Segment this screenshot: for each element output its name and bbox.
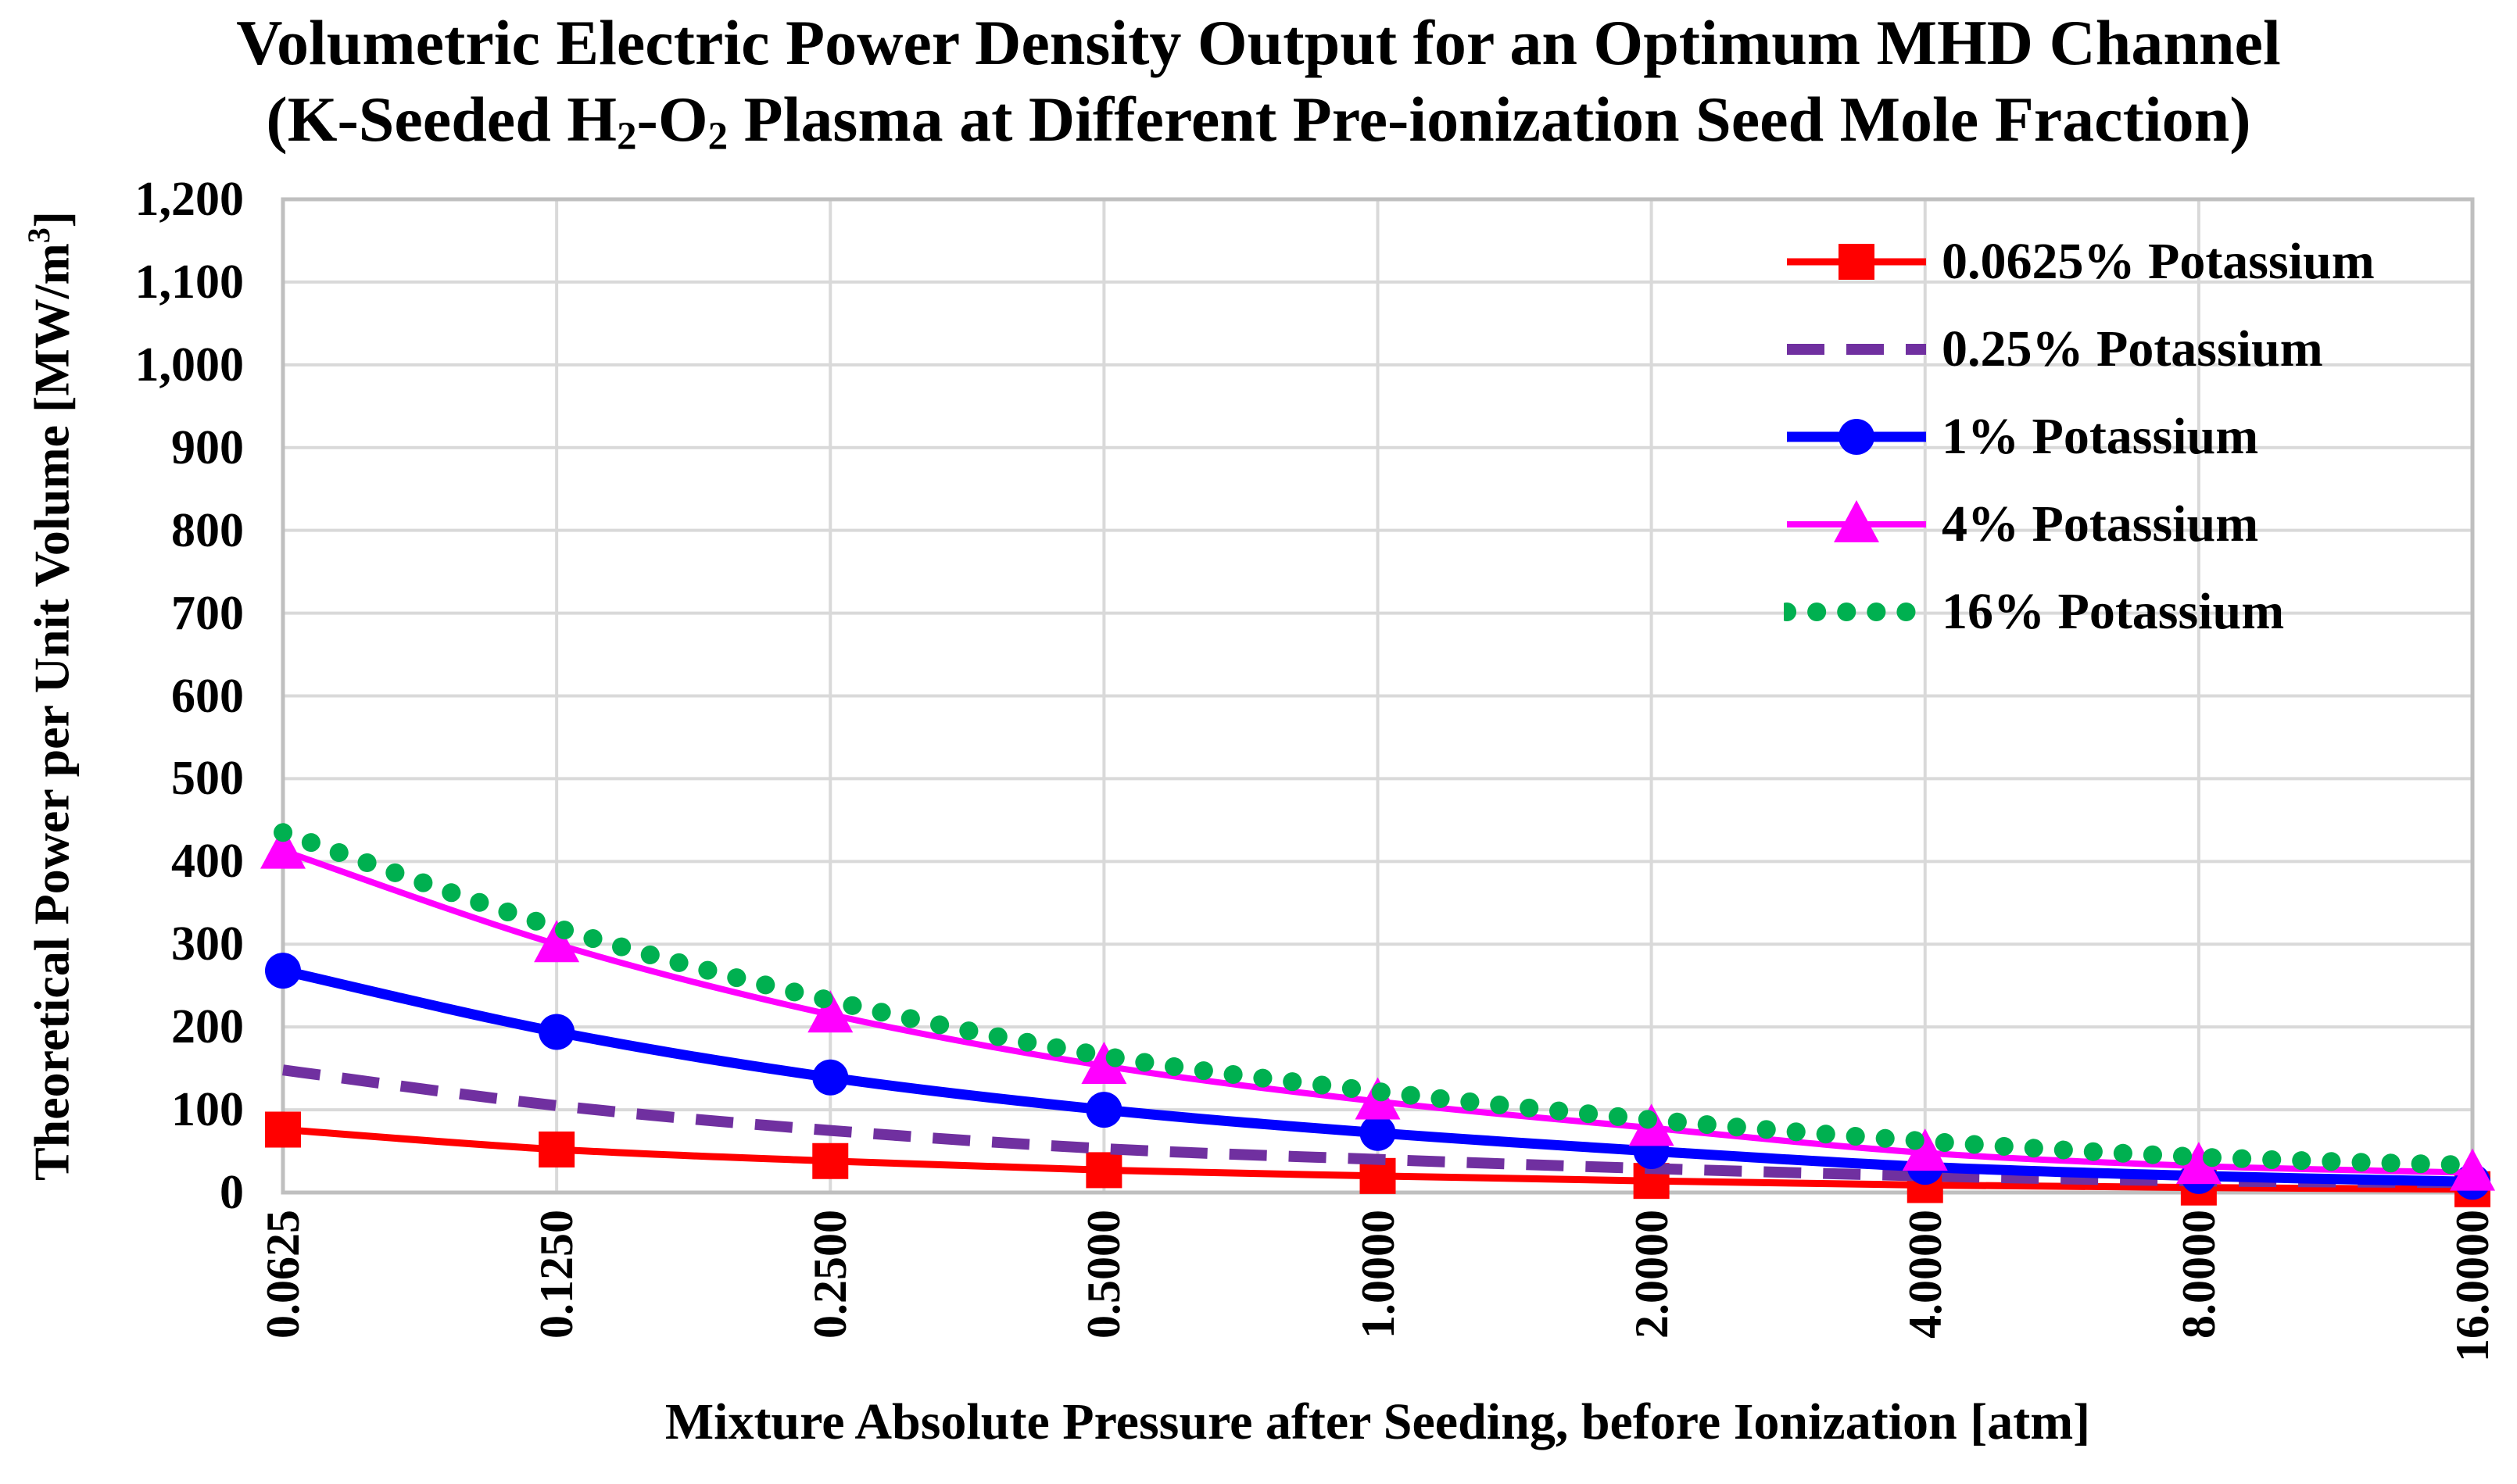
y-tick-label: 800: [171, 503, 244, 557]
y-tick-label: 400: [171, 835, 244, 889]
x-axis-title: Mixture Absolute Pressure after Seeding,…: [664, 1393, 2091, 1450]
series-marker-square: [1086, 1152, 1122, 1189]
text-segment: Plasma at Different Pre-ionization Seed …: [728, 84, 2251, 155]
sub-text: 2: [617, 114, 637, 159]
legend-item: 1% Potassium: [1784, 393, 2375, 481]
y-tick-label: 0: [220, 1166, 244, 1219]
text-segment: (K-Seeded H: [266, 84, 618, 155]
x-tick-label: 1.0000: [1352, 1210, 1404, 1339]
sub-text: 2: [707, 114, 729, 159]
text-segment: -O: [636, 84, 708, 155]
legend-item: 0.25% Potassium: [1784, 306, 2375, 393]
x-tick-label: 0.0625: [257, 1210, 309, 1339]
y-tick-label: 1,200: [134, 173, 245, 226]
x-tick-label: 4.0000: [1899, 1210, 1951, 1339]
x-tick-label: 0.1250: [531, 1210, 583, 1339]
chart-title: Volumetric Electric Power Density Output…: [236, 7, 2281, 78]
series-marker-square: [265, 1111, 301, 1148]
x-tick-label: 2.0000: [1625, 1210, 1677, 1339]
legend-label: 1% Potassium: [1942, 408, 2259, 465]
y-tick-label: 300: [171, 917, 244, 971]
legend-line-sample-icon: [1784, 603, 1929, 621]
legend-line-sample-icon: [1787, 244, 1926, 280]
legend-label: 0.0625% Potassium: [1942, 233, 2375, 290]
x-tick-label: 0.5000: [1078, 1210, 1130, 1339]
y-tick-label: 100: [171, 1083, 244, 1137]
legend-label: 4% Potassium: [1942, 495, 2259, 552]
legend-line-sample-icon: [1787, 344, 1926, 355]
legend-marker-square: [1839, 244, 1874, 280]
legend-line-sample-icon: [1787, 419, 1926, 455]
y-tick-label: 600: [171, 669, 244, 723]
legend-marker-circle: [1839, 419, 1874, 455]
y-tick-label: 200: [171, 1000, 244, 1054]
series-line: [282, 1064, 2473, 1189]
legend-item: 0.0625% Potassium: [1784, 218, 2375, 306]
legend-label: 0.25% Potassium: [1942, 320, 2323, 377]
series-marker-square: [812, 1143, 849, 1179]
y-tick-label: 1,100: [134, 255, 245, 309]
series-marker-triangle: [534, 920, 580, 963]
series-marker-circle: [1086, 1092, 1122, 1128]
series-marker-triangle: [260, 826, 306, 869]
series-marker-circle: [1359, 1114, 1396, 1151]
x-tick-label: 0.2500: [804, 1210, 857, 1339]
series-marker-triangle: [807, 990, 854, 1033]
chart-legend: 0.0625% Potassium 0.25% Potassium 1% Potas…: [1784, 218, 2375, 656]
legend-line-sample-icon: [1787, 500, 1926, 542]
series-marker-triangle: [2450, 1148, 2495, 1191]
legend-label: 16% Potassium: [1942, 583, 2285, 640]
series-marker-triangle: [1081, 1041, 1127, 1084]
series-line: [274, 823, 2482, 1175]
chart-subtitle: (K-Seeded H2-O2 Plasma at Different Pre-…: [0, 81, 2517, 174]
legend-item: 16% Potassium: [1784, 568, 2375, 656]
legend-marker-triangle: [1834, 500, 1879, 542]
series-marker-circle: [812, 1059, 849, 1096]
series-marker-triangle: [1902, 1128, 1948, 1171]
y-tick-label: 700: [171, 586, 244, 640]
series-marker-triangle: [2175, 1142, 2222, 1185]
y-tick-label: 1,000: [134, 338, 245, 392]
series-marker-circle: [539, 1014, 575, 1050]
y-tick-label: 900: [171, 420, 244, 474]
sup-text: 3: [21, 227, 56, 244]
x-tick-label: 16.0000: [2447, 1210, 2498, 1362]
legend-item: 4% Potassium: [1784, 481, 2375, 568]
series-marker-circle: [265, 953, 301, 989]
y-tick-label: 500: [171, 752, 244, 806]
x-tick-label: 8.0000: [2172, 1210, 2225, 1339]
series-marker-square: [539, 1131, 575, 1168]
